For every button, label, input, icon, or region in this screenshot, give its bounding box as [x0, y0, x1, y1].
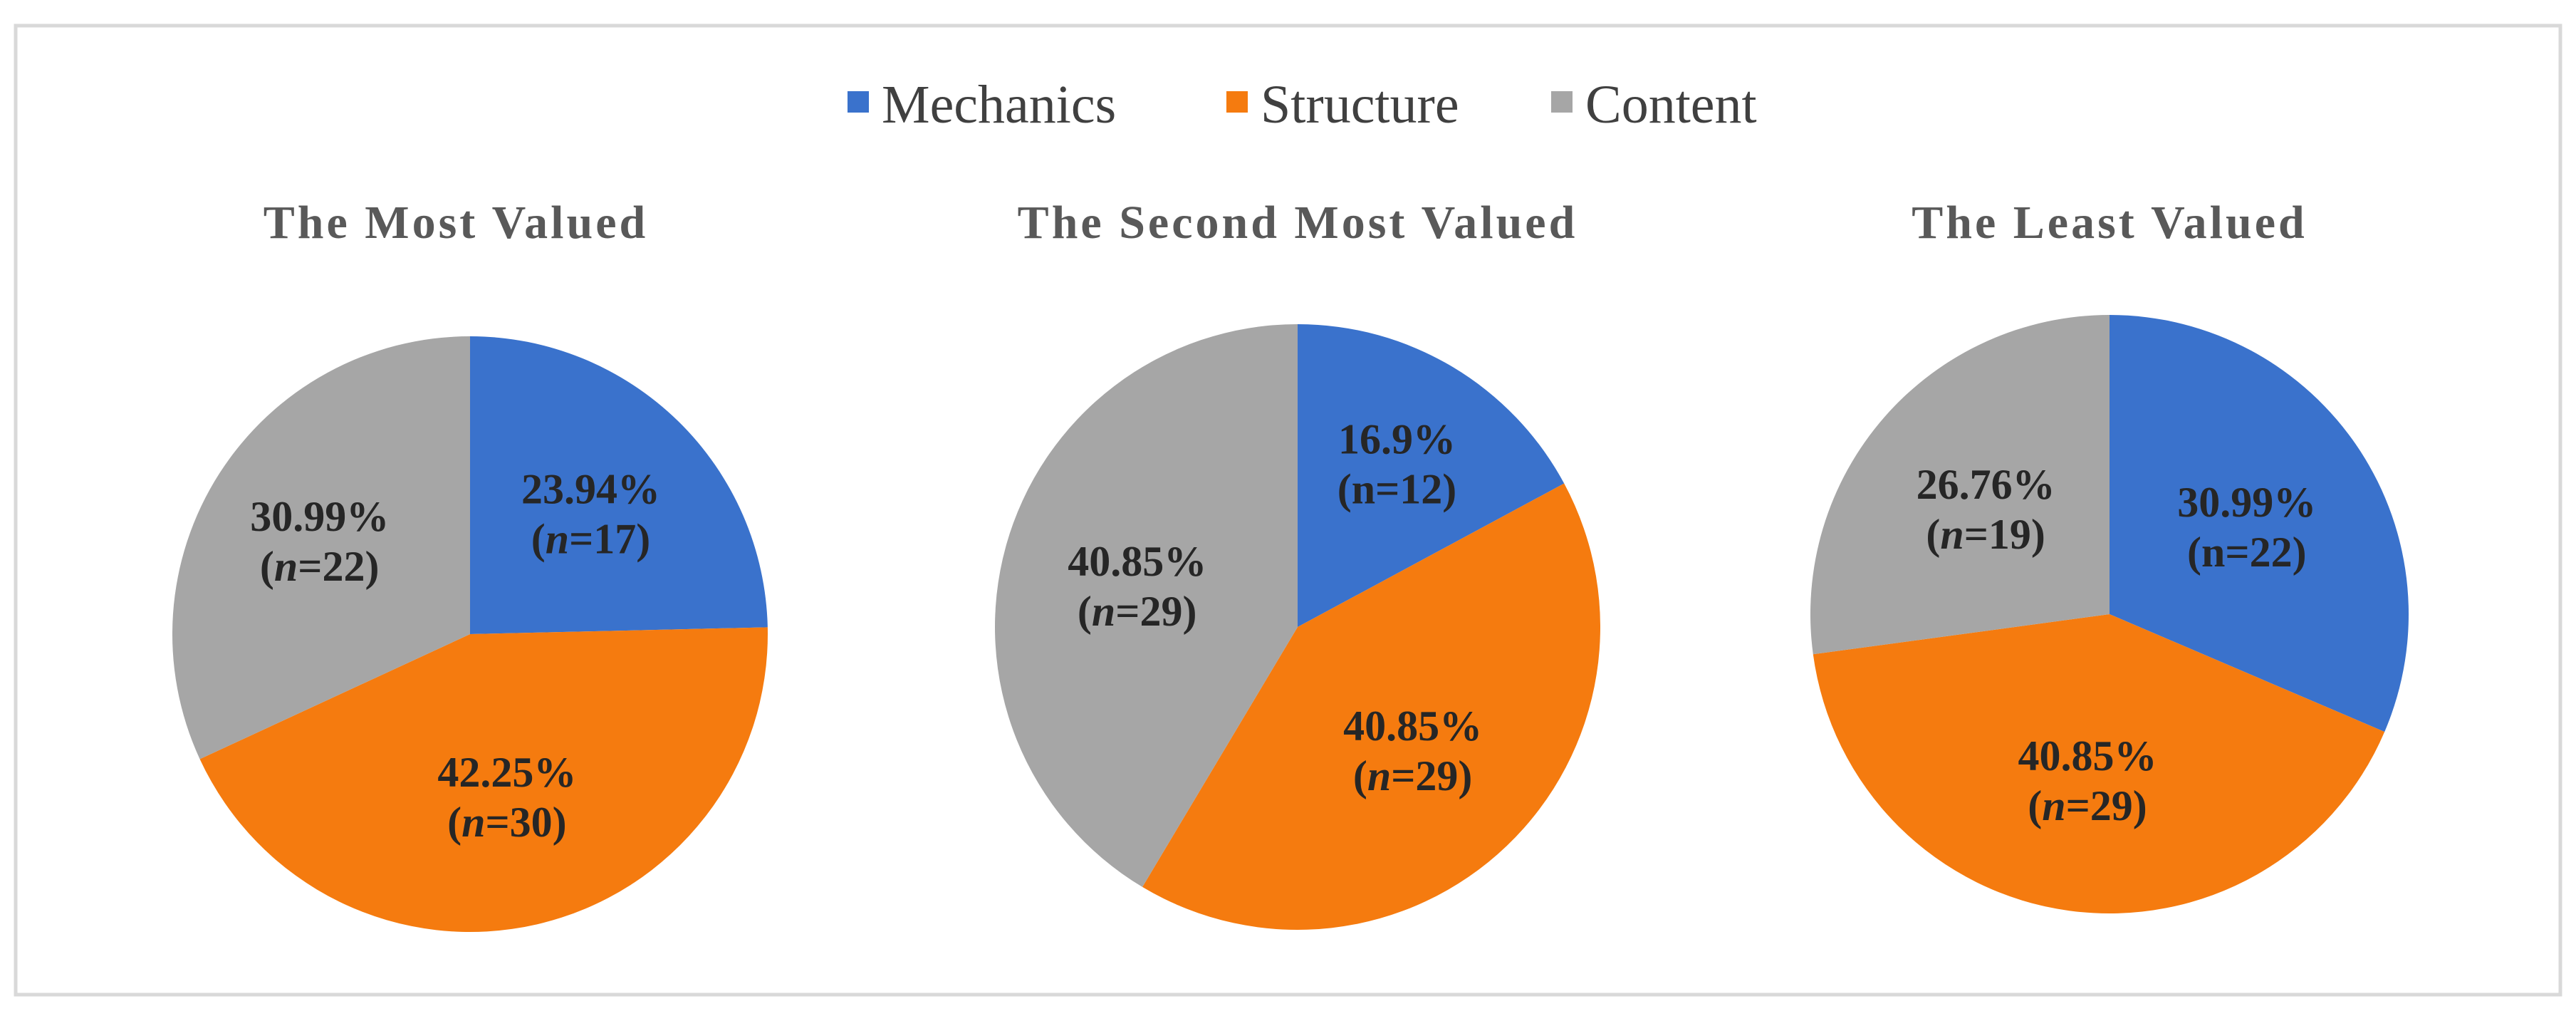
chart-title-second-most-valued: The Second Most Valued: [1018, 197, 1578, 249]
legend-label-mechanics: Mechanics: [882, 75, 1116, 135]
chart-title-most-valued: The Most Valued: [264, 197, 648, 249]
data-label-pct-least-valued-content: 26.76%: [1917, 461, 2055, 508]
data-label-n-second-most-valued-content: (n=29): [1078, 588, 1197, 635]
pie-chart-second-most-valued: The Second Most Valued 16.9%(n=12) 40.85%…: [995, 197, 1601, 931]
pie-slice-least-valued-structure: [1813, 614, 2385, 914]
data-labels-most-valued: 23.94%(n=17) 42.25%(n=30) 30.99%(n=22): [250, 466, 660, 846]
chart-title-least-valued: The Least Valued: [1912, 197, 2307, 249]
pie-slice-least-valued-mechanics: [2110, 315, 2409, 732]
slices-least-valued: [1810, 315, 2409, 914]
data-label-n-most-valued-content: (n=22): [260, 543, 380, 590]
pie-chart-least-valued: The Least Valued 30.99%(n=22) 40.85%(n=29…: [1810, 197, 2409, 914]
data-label-pct-most-valued-content: 30.99%: [250, 493, 389, 540]
data-label-n-least-valued-content: (n=19): [1926, 511, 2045, 558]
data-label-pct-least-valued-structure: 40.85%: [2018, 732, 2157, 779]
legend-item-mechanics: Mechanics: [848, 75, 1116, 135]
data-label-pct-least-valued-mechanics: 30.99%: [2177, 479, 2316, 526]
data-label-n-least-valued-structure: (n=29): [2028, 782, 2147, 829]
legend-item-content: Content: [1551, 75, 1757, 135]
pie-chart-most-valued: The Most Valued 23.94%(n=17) 42.25%(n=30)…: [172, 197, 768, 933]
pie-slice-least-valued-content: [1810, 315, 2110, 655]
data-label-n-second-most-valued-mechanics: (n=12): [1337, 466, 1457, 513]
data-label-n-least-valued-mechanics: (n=22): [2187, 529, 2307, 576]
legend-swatch-content: [1551, 91, 1573, 113]
pie-slice-most-valued-structure: [199, 627, 768, 933]
pie-slice-most-valued-content: [172, 336, 470, 760]
data-label-n-most-valued-mechanics: (n=17): [531, 516, 651, 563]
data-label-pct-most-valued-structure: 42.25%: [437, 749, 576, 796]
data-label-pct-second-most-valued-content: 40.85%: [1068, 538, 1206, 585]
pie-slice-second-most-valued-structure: [1142, 483, 1601, 931]
legend-item-structure: Structure: [1226, 75, 1459, 135]
data-label-n-second-most-valued-structure: (n=29): [1353, 752, 1473, 799]
data-label-n-most-valued-structure: (n=30): [447, 799, 567, 846]
legend-label-content: Content: [1585, 75, 1757, 135]
legend: Mechanics Structure Content: [848, 75, 1757, 135]
slices-second-most-valued: [995, 324, 1601, 931]
data-label-pct-second-most-valued-mechanics: 16.9%: [1338, 416, 1456, 463]
legend-swatch-structure: [1226, 91, 1248, 113]
data-labels-least-valued: 30.99%(n=22) 40.85%(n=29) 26.76%(n=19): [1917, 461, 2317, 829]
legend-label-structure: Structure: [1261, 75, 1459, 135]
pie-slice-most-valued-mechanics: [470, 336, 768, 634]
pie-slice-second-most-valued-content: [995, 324, 1298, 887]
data-label-pct-second-most-valued-structure: 40.85%: [1343, 703, 1482, 750]
pie-slice-second-most-valued-mechanics: [1298, 324, 1565, 627]
legend-swatch-mechanics: [848, 91, 869, 113]
data-label-pct-most-valued-mechanics: 23.94%: [521, 466, 660, 513]
data-labels-second-most-valued: 16.9%(n=12)40.85%(n=29)40.85%(n=29): [1068, 416, 1482, 799]
slices-most-valued: [172, 336, 768, 933]
